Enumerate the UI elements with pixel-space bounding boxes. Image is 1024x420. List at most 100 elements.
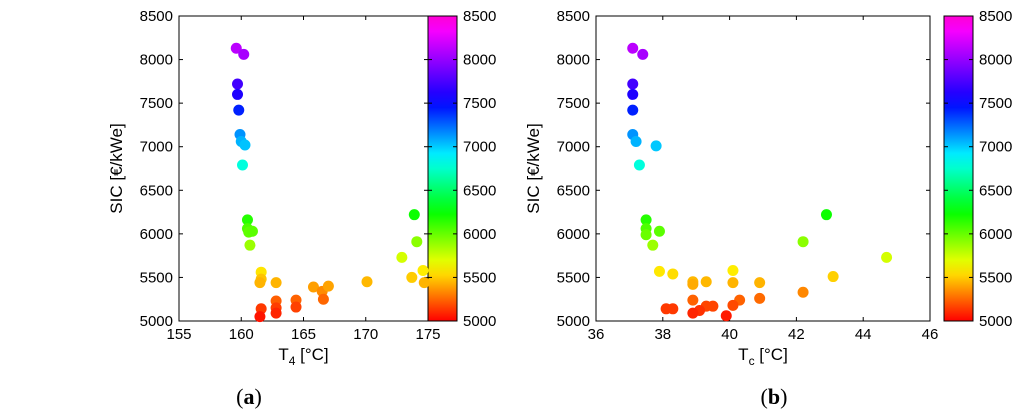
y-tick-label: 8500 xyxy=(557,8,590,25)
colorbar xyxy=(943,15,974,322)
data-point xyxy=(317,293,329,305)
chart-panel-b: 36 38 40 42 44 46 5000 5500 6000 6500 7000 7500 8000… xyxy=(524,8,1012,409)
colorbar-tick-label: 5000 xyxy=(979,313,1012,330)
data-point xyxy=(233,104,245,116)
y-tick-label: 8000 xyxy=(140,52,173,69)
data-point xyxy=(650,140,662,152)
data-point xyxy=(627,42,639,54)
y-tick-label: 7000 xyxy=(140,139,173,156)
panel-label: (a) xyxy=(236,384,262,409)
data-point xyxy=(653,265,665,277)
y-axis-label: SIC [€/kWe] xyxy=(107,123,126,213)
data-point xyxy=(232,88,244,100)
chart-panel-a: 155 160 165 170 175 5000 5500 6000 6500 7000 7500 8… xyxy=(107,8,496,409)
data-point xyxy=(881,251,893,263)
data-point xyxy=(720,310,732,322)
colorbar-tick-label: 5000 xyxy=(463,313,496,330)
y-tick-label: 7500 xyxy=(140,95,173,112)
x-tick-label: 38 xyxy=(654,326,671,343)
data-point xyxy=(408,209,420,221)
y-tick-label: 6500 xyxy=(557,182,590,199)
data-point xyxy=(627,78,639,90)
data-point xyxy=(687,307,699,319)
y-tick-label: 7000 xyxy=(557,139,590,156)
data-point xyxy=(236,159,248,171)
data-point xyxy=(239,139,251,151)
colorbar-tick-label: 8500 xyxy=(463,8,496,25)
data-point xyxy=(707,300,719,312)
data-point xyxy=(241,214,253,226)
data-point xyxy=(361,276,373,288)
y-tick-label: 7500 xyxy=(557,95,590,112)
data-point xyxy=(727,277,739,289)
data-point xyxy=(270,277,282,289)
y-tick-label: 6000 xyxy=(557,226,590,243)
data-point xyxy=(246,225,258,237)
colorbar-tick-label: 7000 xyxy=(463,139,496,156)
data-point xyxy=(667,303,679,315)
x-tick-label: 170 xyxy=(353,326,378,343)
y-tick-label: 5500 xyxy=(557,269,590,286)
x-tick-label: 165 xyxy=(291,326,316,343)
panel-label: (b) xyxy=(761,384,788,409)
colorbar-tick-label: 7500 xyxy=(979,95,1012,112)
x-tick-label: 36 xyxy=(588,326,605,343)
plot-area xyxy=(595,15,931,322)
x-tick-label: 40 xyxy=(721,326,738,343)
y-tick-label: 8000 xyxy=(557,52,590,69)
data-point xyxy=(687,278,699,290)
data-point xyxy=(238,48,250,60)
data-point xyxy=(244,239,256,251)
data-point xyxy=(630,135,642,147)
data-point xyxy=(254,277,266,289)
x-tick-label: 175 xyxy=(415,326,440,343)
y-tick-label: 5000 xyxy=(557,313,590,330)
data-point xyxy=(727,264,739,276)
data-point xyxy=(627,88,639,100)
colorbar-tick-label: 8000 xyxy=(463,52,496,69)
data-point xyxy=(640,229,652,241)
data-point xyxy=(254,311,266,323)
data-point xyxy=(827,271,839,283)
data-point xyxy=(687,294,699,306)
y-tick-label: 5500 xyxy=(140,269,173,286)
data-point xyxy=(406,271,418,283)
data-point xyxy=(322,280,334,292)
data-point xyxy=(754,277,766,289)
y-tick-label: 8500 xyxy=(140,8,173,25)
y-axis-label: SIC [€/kWe] xyxy=(524,123,543,213)
data-point xyxy=(667,268,679,280)
plot-area xyxy=(178,15,429,322)
colorbar-tick-label: 8500 xyxy=(979,8,1012,25)
data-point xyxy=(627,104,639,116)
data-point xyxy=(820,209,832,221)
data-point xyxy=(653,225,665,237)
y-tick-label: 6500 xyxy=(140,182,173,199)
data-point xyxy=(797,286,809,298)
data-point xyxy=(797,236,809,248)
x-axis-label: Tc [°C] xyxy=(738,345,788,368)
data-point xyxy=(700,276,712,288)
colorbar xyxy=(427,15,458,322)
data-point xyxy=(307,281,319,293)
x-tick-label: 155 xyxy=(166,326,191,343)
data-point xyxy=(754,292,766,304)
colorbar-tick-label: 7500 xyxy=(463,95,496,112)
data-point xyxy=(418,277,430,289)
data-point xyxy=(232,78,244,90)
colorbar-tick-label: 6000 xyxy=(979,226,1012,243)
colorbar-tick-label: 6500 xyxy=(463,182,496,199)
colorbar-tick-label: 7000 xyxy=(979,139,1012,156)
x-axis-label: T4 [°C] xyxy=(278,345,328,368)
x-tick-label: 46 xyxy=(922,326,939,343)
data-point xyxy=(727,299,739,311)
y-tick-label: 6000 xyxy=(140,226,173,243)
colorbar-tick-label: 8000 xyxy=(979,52,1012,69)
colorbar-tick-label: 5500 xyxy=(979,269,1012,286)
data-point xyxy=(290,301,302,313)
data-point xyxy=(411,236,423,248)
data-point xyxy=(396,251,408,263)
data-point xyxy=(417,264,429,276)
x-tick-label: 42 xyxy=(788,326,805,343)
data-point xyxy=(633,159,645,171)
